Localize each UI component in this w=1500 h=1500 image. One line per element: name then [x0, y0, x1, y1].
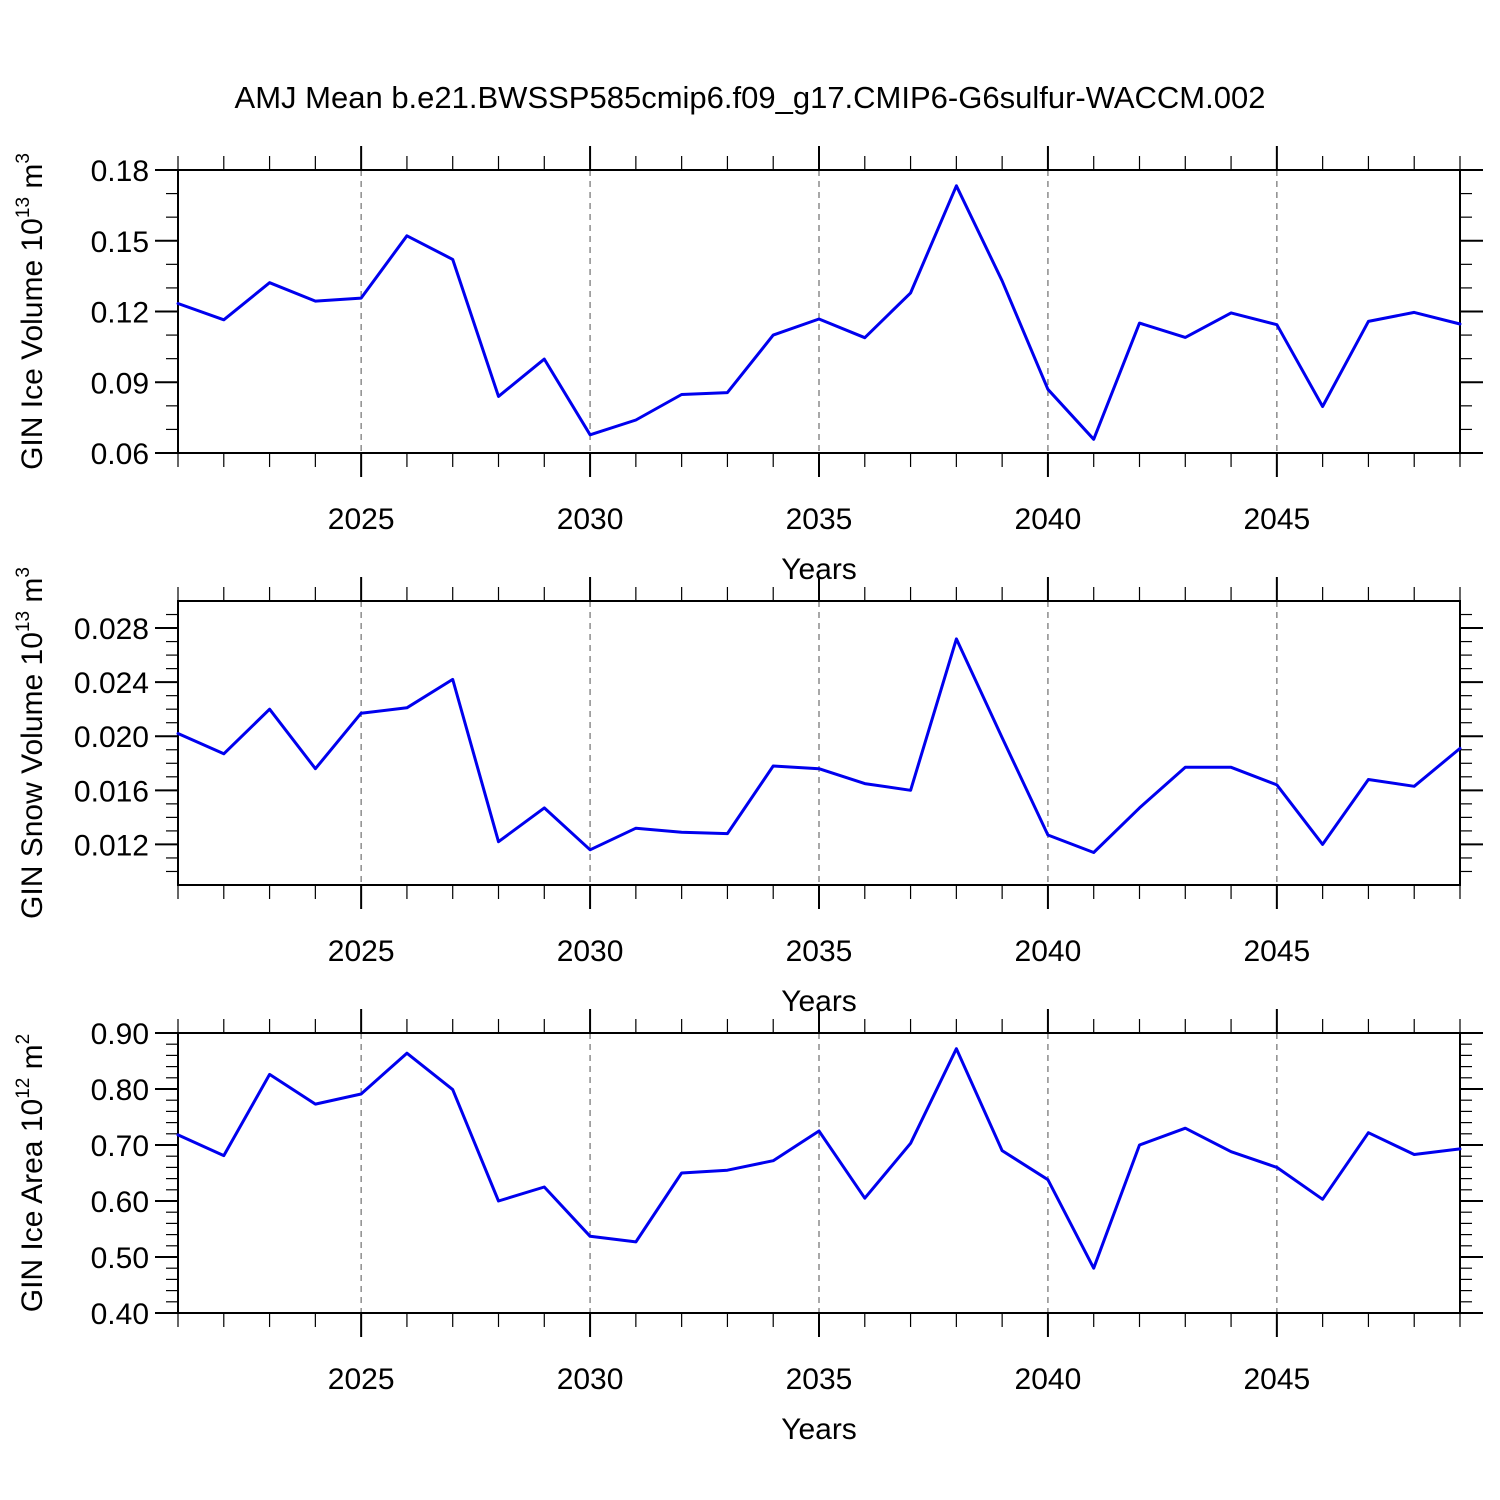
gin-ice-volume-ticks [155, 146, 1483, 477]
gin-snow-volume-chart: 0.012 0.016 0.020 0.024 0.028 2025 2030 2035 204… [13, 567, 1483, 1018]
gin-ice-area-xtick-label: 2040 [1015, 1363, 1082, 1396]
gin-ice-area-ticks [155, 1009, 1483, 1337]
gin-ice-area-frame [177, 1032, 1461, 1314]
gin-ice-area-yaxis-title: GIN Ice Area 1012 m2 [13, 1034, 49, 1313]
gin-ice-area-xtick-label: 2035 [786, 1363, 853, 1396]
gin-ice-area-ytick-label: 0.70 [91, 1130, 149, 1163]
gin-ice-volume-ytick-label: 0.18 [91, 155, 149, 188]
gin-ice-volume-line [176, 184, 1462, 441]
gin-ice-area-ytick-label: 0.90 [91, 1018, 149, 1051]
gin-snow-volume-xtick-label: 2030 [557, 935, 624, 968]
gin-ice-volume-gridlines [360, 170, 1278, 453]
gin-snow-volume-line [176, 637, 1462, 854]
chart-title: AMJ Mean b.e21.BWSSP585cmip6.f09_g17.CMI… [234, 80, 1266, 115]
gin-snow-volume-ticks [155, 577, 1483, 909]
gin-ice-volume-xtick-label: 2035 [786, 503, 853, 536]
gin-ice-volume-chart: 0.06 0.09 0.12 0.15 0.18 2025 2030 2035 2040 2045… [13, 146, 1483, 586]
gin-ice-volume-frame [177, 169, 1461, 454]
gin-snow-volume-ytick-label: 0.016 [74, 775, 149, 808]
gin-snow-volume-frame [177, 600, 1461, 886]
gin-snow-volume-yaxis-title: GIN Snow Volume 1013 m3 [13, 567, 49, 919]
gin-ice-volume-ytick-label: 0.15 [91, 226, 149, 259]
gin-ice-area-ytick-label: 0.40 [91, 1298, 149, 1331]
gin-snow-volume-ytick-label: 0.024 [74, 667, 149, 700]
gin-ice-volume-ytick-label: 0.06 [91, 438, 149, 471]
gin-ice-volume-xtick-label: 2030 [557, 503, 624, 536]
gin-ice-area-gridlines [360, 1033, 1278, 1313]
gin-snow-volume-xtick-label: 2045 [1243, 935, 1310, 968]
gin-ice-volume-ytick-label: 0.09 [91, 367, 149, 400]
gin-ice-area-line [176, 1047, 1462, 1270]
gin-ice-volume-xtick-label: 2045 [1243, 503, 1310, 536]
gin-ice-area-ytick-label: 0.80 [91, 1074, 149, 1107]
gin-ice-volume-xtick-label: 2040 [1015, 503, 1082, 536]
gin-ice-area-ytick-label: 0.50 [91, 1242, 149, 1275]
gin-snow-volume-xtick-label: 2040 [1015, 935, 1082, 968]
gin-ice-volume-ytick-label: 0.12 [91, 297, 149, 330]
gin-ice-area-ytick-labels: 0.40 0.50 0.60 0.70 0.80 0.90 2025 2030 2035 2040… [91, 1018, 1311, 1396]
gin-ice-area-ytick-label: 0.60 [91, 1186, 149, 1219]
gin-ice-area-xaxis-title: Years [781, 1413, 857, 1446]
gin-ice-area-chart: 0.40 0.50 0.60 0.70 0.80 0.90 2025 2030 2035 2040… [13, 1009, 1483, 1446]
gin-snow-volume-xtick-label: 2035 [786, 935, 853, 968]
gin-snow-volume-xtick-label: 2025 [328, 935, 395, 968]
gin-ice-area-xtick-label: 2045 [1243, 1363, 1310, 1396]
gin-ice-volume-yaxis-title: GIN Ice Volume 1013 m3 [13, 153, 49, 470]
gin-ice-area-xtick-label: 2025 [328, 1363, 395, 1396]
gin-snow-volume-gridlines [360, 601, 1278, 885]
gin-ice-area-xtick-label: 2030 [557, 1363, 624, 1396]
gin-ice-volume-ytick-labels: 0.06 0.09 0.12 0.15 0.18 2025 2030 2035 2040 2045 [91, 155, 1311, 536]
gin-snow-volume-ytick-label: 0.020 [74, 721, 149, 754]
gin-snow-volume-ytick-labels: 0.012 0.016 0.020 0.024 0.028 2025 2030 2035 204… [74, 613, 1310, 968]
gin-ice-volume-xtick-label: 2025 [328, 503, 395, 536]
gin-snow-volume-ytick-label: 0.028 [74, 613, 149, 646]
gin-snow-volume-ytick-label: 0.012 [74, 829, 149, 862]
